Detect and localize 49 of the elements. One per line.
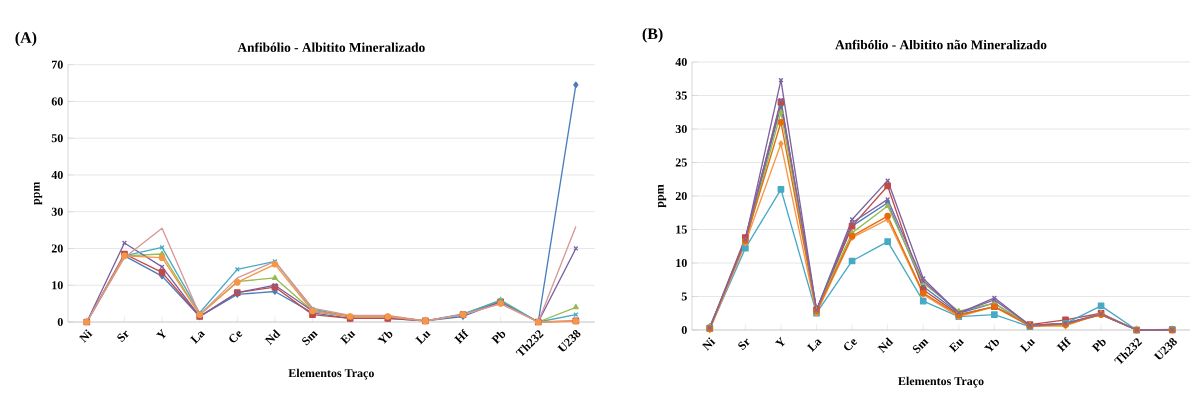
y-axis-title: ppm	[657, 184, 667, 208]
y-tick-label: 70	[51, 60, 63, 69]
x-tick-label: Hf	[454, 328, 469, 344]
chart-title: Anfibólio - Albitito não Mineralizado	[835, 39, 1047, 50]
x-tick-label: Sr	[738, 338, 750, 351]
y-tick-label: 50	[51, 134, 63, 143]
y-axis-title: ppm	[33, 181, 43, 205]
x-tick-label: Hf	[1056, 336, 1072, 352]
x-tick-label: Eu	[339, 330, 356, 345]
x-tick-label: Ni	[78, 329, 93, 343]
x-tick-label: Nd	[264, 329, 281, 346]
x-tick-label: Ni	[701, 337, 716, 351]
x-tick-label: Lu	[1019, 338, 1036, 353]
y-tick-label: 0	[57, 317, 63, 327]
x-tick-label: Yb	[983, 339, 999, 352]
y-tick-label: 30	[675, 124, 687, 134]
y-tick-label: 60	[51, 97, 63, 106]
y-tick-label: 10	[676, 258, 687, 268]
x-tick-label: Ce	[844, 339, 858, 351]
y-tick-label: 30	[51, 207, 63, 216]
x-tick-label: Y	[156, 328, 167, 339]
y-tick-label: 40	[51, 170, 63, 180]
text: (A)	[15, 31, 37, 47]
x-axis-title: Elementos Traço	[288, 368, 374, 380]
y-tick-label: 10	[52, 281, 63, 290]
text: (B)	[642, 27, 663, 43]
x-tick-label: La	[806, 339, 822, 352]
x-tick-label: Eu	[948, 338, 965, 353]
y-tick-label: 20	[51, 244, 63, 253]
x-tick-label: Sm	[912, 339, 929, 354]
y-tick-label: 15	[676, 225, 687, 234]
y-tick-label: 20	[675, 191, 687, 201]
x-tick-label: Sm	[302, 331, 318, 346]
y-tick-label: 5	[681, 292, 687, 301]
x-tick-label: La	[189, 331, 206, 344]
y-tick-label: 35	[675, 91, 687, 100]
y-tick-label: 25	[675, 158, 687, 167]
x-tick-label: Nd	[877, 337, 894, 354]
x-tick-label: Pb	[491, 331, 506, 345]
x-tick-label: Ce	[229, 331, 243, 343]
x-tick-label: Y	[774, 336, 786, 347]
y-tick-label: 0	[681, 325, 687, 335]
chart-title: Anfibólio - Albitito Mineralizado	[237, 42, 425, 52]
x-tick-label: Yb	[377, 331, 393, 344]
y-tick-label: 40	[675, 57, 687, 67]
x-tick-label: Lu	[415, 330, 431, 345]
x-axis-title: Elementos Traço	[898, 376, 984, 388]
x-tick-label: Pb	[1091, 339, 1106, 353]
x-tick-label: Sr	[117, 330, 129, 343]
